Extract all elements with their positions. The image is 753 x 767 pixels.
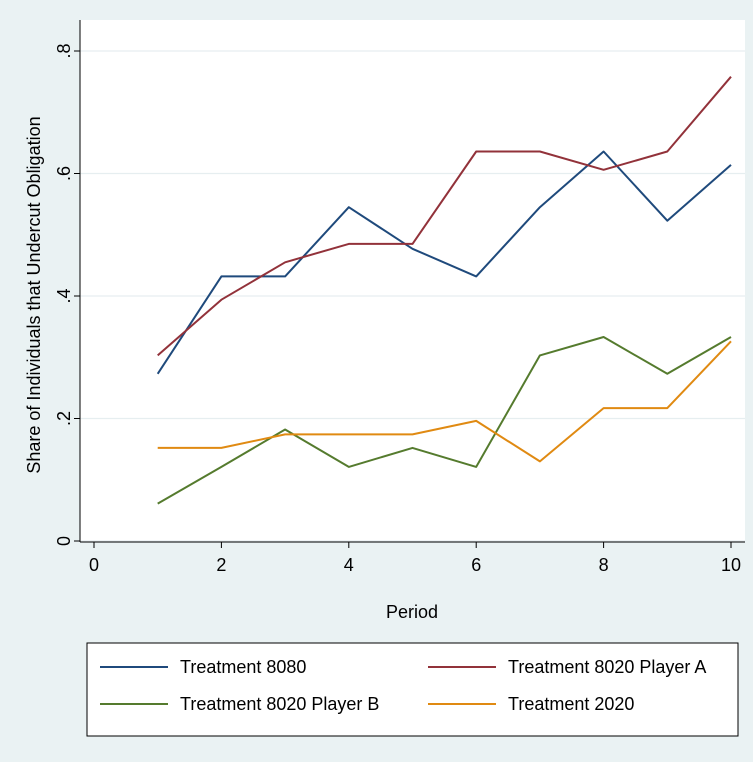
legend: Treatment 8080 Treatment 8020 Player A Tre… [86, 642, 739, 737]
legend-label-1: Treatment 8020 Player A [508, 657, 706, 677]
y-tick-label-0: 0 [54, 536, 74, 546]
x-tick-label-4: 8 [599, 555, 609, 575]
y-tick-labels: 0 .2 .4 .6 .8 [54, 43, 74, 546]
plot-area [80, 20, 745, 542]
series-line-0 [156, 150, 732, 375]
x-tick-label-3: 6 [471, 555, 481, 575]
legend-label-2: Treatment 8020 Player B [180, 694, 379, 714]
series-line-1 [157, 76, 732, 357]
legend-box [86, 642, 739, 737]
x-axis-label: Period [386, 602, 438, 622]
x-tick-label-2: 4 [344, 555, 354, 575]
axes [74, 20, 745, 548]
y-tick-label-4: .8 [54, 43, 74, 58]
y-tick-label-1: .2 [54, 411, 74, 426]
series-line-3 [157, 340, 732, 463]
x-tick-label-1: 2 [216, 555, 226, 575]
x-tick-label-0: 0 [89, 555, 99, 575]
y-tick-label-2: .4 [54, 288, 74, 303]
x-tick-label-5: 10 [721, 555, 741, 575]
legend-label-0: Treatment 8080 [180, 657, 306, 677]
x-tick-labels: 0 2 4 6 8 10 [89, 555, 741, 575]
y-tick-label-3: .6 [54, 166, 74, 181]
series-lines [156, 76, 732, 505]
legend-label-3: Treatment 2020 [508, 694, 634, 714]
y-axis-label: Share of Individuals that Undercut Oblig… [24, 116, 44, 473]
series-line-2 [157, 336, 732, 505]
gridlines [80, 50, 745, 542]
